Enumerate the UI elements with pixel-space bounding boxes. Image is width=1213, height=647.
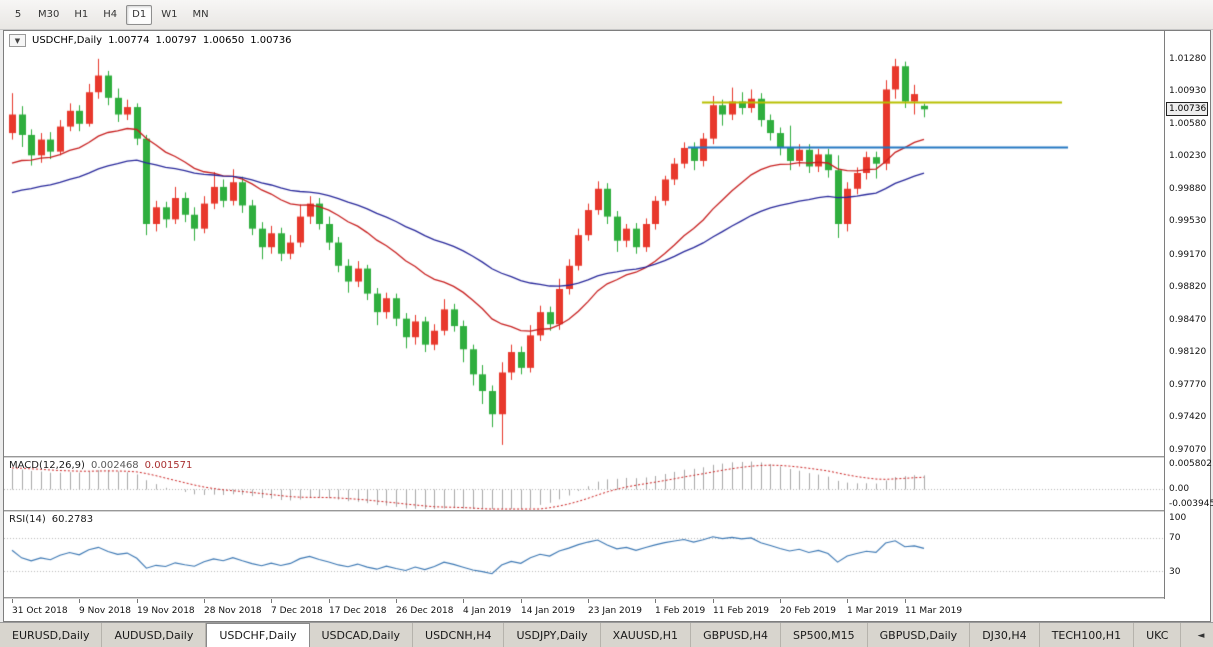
- date-tick-mark: [847, 599, 848, 603]
- macd-axis-label: 0.005802: [1169, 459, 1212, 469]
- timeframe-button-5[interactable]: 5: [14, 9, 22, 20]
- chevron-down-icon: ▼: [14, 36, 21, 45]
- date-axis-label: 14 Jan 2019: [521, 606, 575, 616]
- chart-tab-xauusd-h1[interactable]: XAUUSD,H1: [601, 623, 692, 647]
- date-tick-mark: [12, 599, 13, 603]
- pane-splitter-rsi[interactable]: [4, 510, 1210, 512]
- chart-tab-eurusd-daily[interactable]: EURUSD,Daily: [0, 623, 103, 647]
- date-axis-label: 19 Nov 2018: [137, 606, 195, 616]
- chart-tab-sp500-m15[interactable]: SP500,M15: [781, 623, 868, 647]
- chart-tab-tech100-h1[interactable]: TECH100,H1: [1040, 623, 1135, 647]
- rsi-indicator-label: RSI(14) 60.2783: [9, 514, 93, 525]
- date-axis-label: 4 Jan 2019: [463, 606, 512, 616]
- macd-axis-label: -0.003945: [1169, 499, 1213, 509]
- date-axis-label: 17 Dec 2018: [329, 606, 387, 616]
- timeframe-toolbar: 5 M30 H1 H4 D1 W1 MN: [0, 0, 1213, 30]
- date-tick-mark: [521, 599, 522, 603]
- macd-indicator-label: MACD(12,26,9) 0.002468 0.001571: [9, 460, 192, 471]
- pane-splitter-macd[interactable]: [4, 456, 1210, 458]
- date-axis-label: 28 Nov 2018: [204, 606, 262, 616]
- arrow-left-icon: ◄: [1197, 630, 1205, 641]
- date-axis-label: 7 Dec 2018: [271, 606, 323, 616]
- date-tick-mark: [329, 599, 330, 603]
- chart-tab-gbpusd-daily[interactable]: GBPUSD,Daily: [868, 623, 971, 647]
- date-tick-mark: [204, 599, 205, 603]
- date-tick-mark: [79, 599, 80, 603]
- ohlc-low-value: 1.00650: [202, 35, 245, 46]
- date-axis-label: 11 Mar 2019: [905, 606, 963, 616]
- price-axis-label: 1.00230: [1169, 151, 1207, 162]
- date-axis-label: 31 Oct 2018: [12, 606, 68, 616]
- chart-header: ▼ USDCHF,Daily 1.00774 1.00797 1.00650 1…: [9, 34, 292, 47]
- price-axis-label: 0.97070: [1169, 444, 1207, 455]
- date-axis-label: 26 Dec 2018: [396, 606, 454, 616]
- macd-canvas[interactable]: [4, 458, 1164, 510]
- chart-tab-audusd-daily[interactable]: AUDUSD,Daily: [102, 623, 207, 647]
- date-axis-label: 23 Jan 2019: [588, 606, 642, 616]
- chart-tab-usdjpy-daily[interactable]: USDJPY,Daily: [504, 623, 601, 647]
- date-tick-mark: [780, 599, 781, 603]
- date-axis-label: 20 Feb 2019: [780, 606, 837, 616]
- price-axis-label: 1.00580: [1169, 118, 1207, 129]
- rsi-axis-label: 30: [1169, 566, 1181, 577]
- rsi-axis-label: 70: [1169, 532, 1181, 543]
- macd-name: MACD(12,26,9): [9, 460, 85, 471]
- rsi-canvas[interactable]: [4, 512, 1164, 597]
- price-axis-label: 0.98120: [1169, 347, 1207, 358]
- price-axis-label: 0.99880: [1169, 183, 1207, 194]
- price-axis-label: 1.00930: [1169, 86, 1207, 97]
- macd-value-main: 0.002468: [90, 460, 139, 471]
- price-axis-label: 0.99530: [1169, 216, 1207, 227]
- price-axis-label: 1.01280: [1169, 53, 1207, 64]
- date-axis-label: 9 Nov 2018: [79, 606, 131, 616]
- main-chart-canvas[interactable]: [4, 31, 1164, 456]
- macd-axis-label: 0.00: [1169, 483, 1190, 494]
- date-tick-mark: [588, 599, 589, 603]
- date-tick-mark: [655, 599, 656, 603]
- tab-scroll-left-button[interactable]: ◄: [1192, 627, 1210, 644]
- ohlc-open-value: 1.00774: [108, 35, 150, 46]
- chart-tab-ukc[interactable]: UKC: [1134, 623, 1182, 647]
- timeframe-button-h1[interactable]: H1: [74, 9, 89, 20]
- date-axis-label: 11 Feb 2019: [713, 606, 770, 616]
- date-axis-label: 1 Feb 2019: [655, 606, 706, 616]
- date-tick-mark: [271, 599, 272, 603]
- current-price-tag: 1.00736: [1166, 102, 1208, 117]
- chart-tab-usdchf-daily[interactable]: USDCHF,Daily: [206, 623, 310, 647]
- chart-dropdown-button[interactable]: ▼: [9, 34, 26, 47]
- date-tick-mark: [713, 599, 714, 603]
- price-axis-label: 0.98470: [1169, 314, 1207, 325]
- date-tick-mark: [463, 599, 464, 603]
- rsi-name: RSI(14): [9, 514, 46, 525]
- chart-tab-bar: EURUSD,Daily AUDUSD,Daily USDCHF,Daily USDC…: [0, 622, 1213, 647]
- price-axis[interactable]: 1.01280 1.00930 1.00580 1.00230 0.99880 0.995…: [1164, 31, 1213, 599]
- timeframe-button-mn[interactable]: MN: [192, 9, 209, 20]
- price-axis-label: 0.97770: [1169, 379, 1207, 390]
- date-axis-label: 1 Mar 2019: [847, 606, 899, 616]
- chart-tab-usdcad-daily[interactable]: USDCAD,Daily: [310, 623, 414, 647]
- chart-symbol-label: USDCHF,Daily: [32, 35, 103, 46]
- chart-tab-dj30-h4[interactable]: DJ30,H4: [970, 623, 1040, 647]
- timeframe-button-w1[interactable]: W1: [161, 9, 178, 20]
- ohlc-close-value: 1.00736: [250, 35, 292, 46]
- price-axis-label: 0.99170: [1169, 249, 1207, 260]
- price-axis-label: 0.97420: [1169, 412, 1207, 423]
- rsi-value: 60.2783: [51, 514, 94, 525]
- ohlc-high-value: 1.00797: [155, 35, 197, 46]
- chart-tab-gbpusd-h4[interactable]: GBPUSD,H4: [691, 623, 782, 647]
- chart-tab-usdcnh-h4[interactable]: USDCNH,H4: [413, 623, 505, 647]
- date-tick-mark: [396, 599, 397, 603]
- timeframe-button-m30[interactable]: M30: [38, 9, 60, 20]
- timeframe-button-h4[interactable]: H4: [103, 9, 118, 20]
- macd-value-signal: 0.001571: [144, 460, 193, 471]
- timeframe-button-d1[interactable]: D1: [126, 4, 153, 25]
- date-axis[interactable]: 31 Oct 2018 9 Nov 2018 19 Nov 2018 28 Nov 2…: [4, 599, 1164, 621]
- date-tick-mark: [905, 599, 906, 603]
- chart-window: ▼ USDCHF,Daily 1.00774 1.00797 1.00650 1…: [3, 30, 1213, 622]
- pane-splitter-dates[interactable]: [4, 597, 1210, 599]
- chart-tabs: EURUSD,Daily AUDUSD,Daily USDCHF,Daily USDC…: [0, 623, 1187, 647]
- rsi-axis-label: 100: [1169, 513, 1187, 523]
- date-tick-mark: [137, 599, 138, 603]
- price-axis-label: 0.98820: [1169, 282, 1207, 293]
